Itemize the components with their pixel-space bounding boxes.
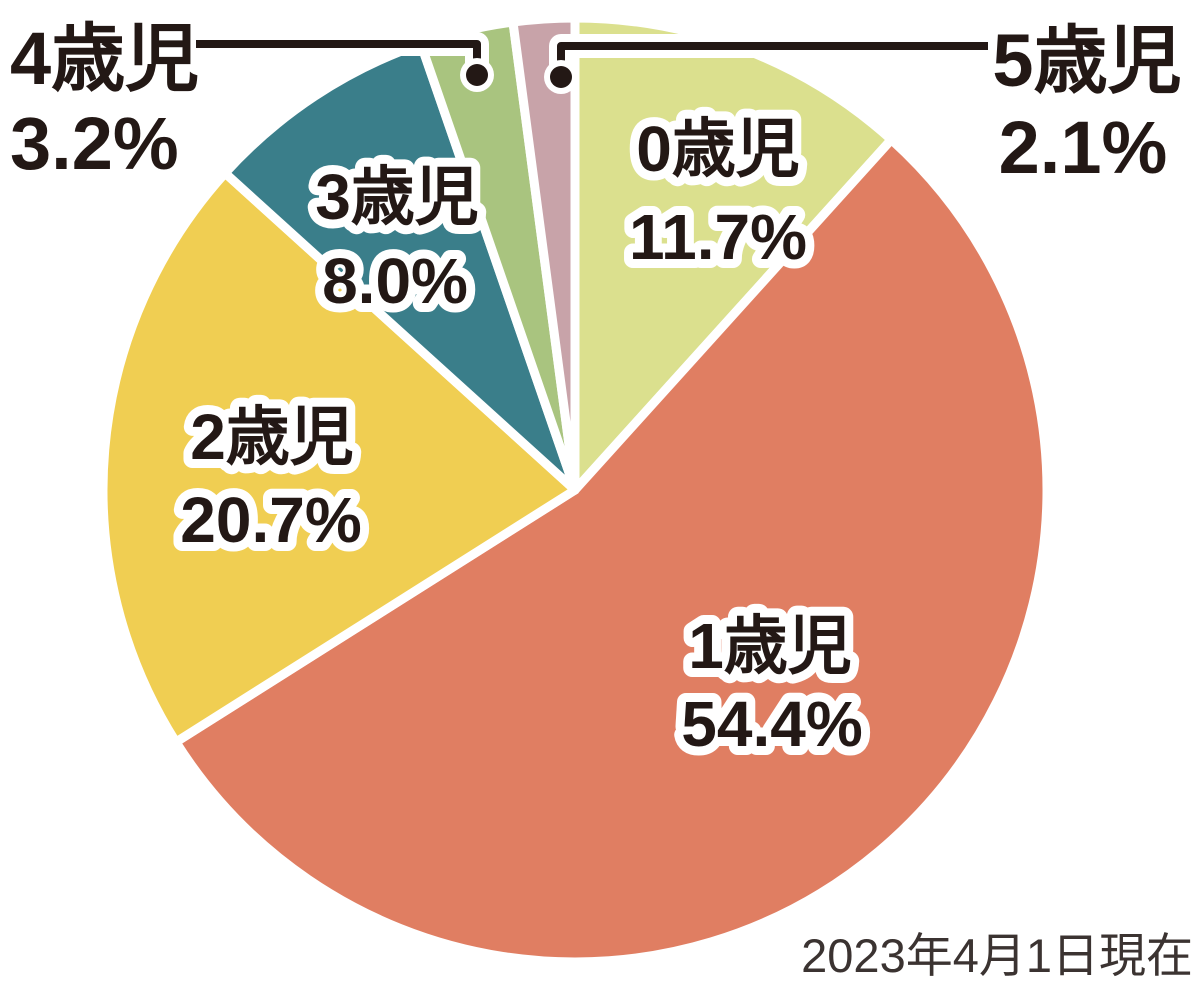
slice-label-2sai: 2歳児 — [190, 401, 354, 473]
callout-leader-5sai — [544, 34, 1000, 94]
pie-labels: 0歳児 11.7% 1歳児 54.4% 2歳児 20.7% 3歳児 8.0% 4… — [10, 17, 1182, 769]
pie-slice-2-2歳児 — [98, 168, 580, 747]
slice-value-1sai: 54.4% — [681, 688, 862, 760]
slice-value-3sai: 8.0% — [322, 245, 468, 317]
slice-label-4sai: 4歳児 — [10, 17, 199, 100]
slice-value-4sai: 3.2% — [10, 102, 179, 185]
date-annotation: 2023年4月1日現在 — [801, 929, 1193, 982]
callout-leader-4sai — [184, 32, 494, 92]
slice-label-5sai: 5歳児 — [992, 19, 1181, 102]
slice-value-5sai: 2.1% — [999, 106, 1168, 189]
slice-value-2sai: 20.7% — [180, 484, 361, 556]
slice-label-3sai: 3歳児 — [315, 161, 479, 233]
pie-slice-1-1歳児 — [171, 135, 1052, 967]
slice-label-1sai: 1歳児 — [688, 610, 852, 682]
pie-slices — [98, 13, 1052, 967]
slice-value-0sai: 11.7% — [629, 201, 807, 273]
slice-label-0sai: 0歳児 — [636, 113, 800, 185]
leader-dot-5sai — [550, 66, 572, 88]
leader-dot-4sai — [466, 64, 488, 86]
pie-slice-5-5歳児 — [508, 13, 580, 495]
